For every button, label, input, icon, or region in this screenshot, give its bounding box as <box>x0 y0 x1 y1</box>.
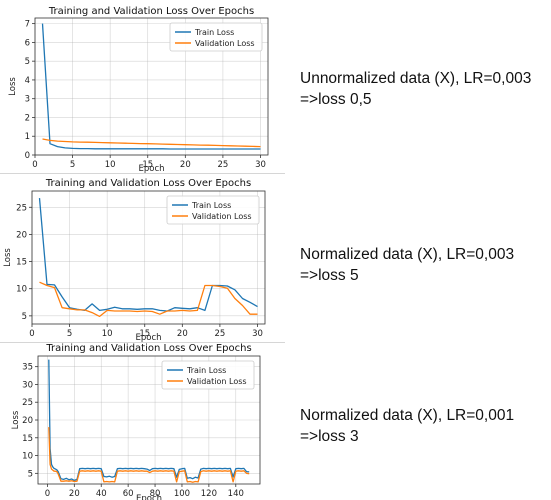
chart-2-x-tick-label: 15 <box>139 329 150 339</box>
chart-1-y-tick-label: 0 <box>25 151 30 161</box>
chart-2-x-tick-label: 5 <box>67 329 72 339</box>
chart-2-x-tick-label: 10 <box>102 329 113 339</box>
chart-3-y-tick-label: 15 <box>22 434 33 444</box>
chart-3-y-tick-label: 35 <box>22 363 33 373</box>
chart-2-y-tick-label: 10 <box>16 285 27 295</box>
chart-3-x-tick-label: 60 <box>123 489 134 499</box>
chart-1-x-tick-label: 10 <box>105 160 116 170</box>
chart-2-axes-frame <box>31 190 266 325</box>
chart-1-y-tick-label: 6 <box>25 38 30 48</box>
chart-1-y-tick-label: 4 <box>25 76 30 86</box>
chart-2-legend-box <box>166 195 260 225</box>
chart-3-x-axis-label: Epoch <box>136 494 162 500</box>
chart-1-y-tick-label: 3 <box>25 95 30 105</box>
chart-1-x-tick-label: 25 <box>217 160 228 170</box>
chart-1-y-tick-label: 5 <box>25 57 30 67</box>
chart-2-x-tick-label: 25 <box>214 329 225 339</box>
chart-panel-2: 0 5 10 15 20 25 30 5 10 15 20 25 Loss Epoch Training a… <box>0 174 280 342</box>
chart-2-y-tick-label: 25 <box>16 203 27 213</box>
chart-3-title: Training and Validation Loss Over Epochs <box>45 343 251 354</box>
chart-1-x-axis-label: Epoch <box>138 164 164 174</box>
chart-3-x-tick-label: 80 <box>150 489 161 499</box>
chart-1-series-validation-loss-line <box>42 138 261 148</box>
note-2-line-1: Normalized data (X), LR=0,003 <box>300 246 515 263</box>
chart-2-y-tick-label: 20 <box>16 230 27 240</box>
chart-1-x-tick-label: 5 <box>70 160 75 170</box>
chart-3-y-tick-label: 20 <box>22 416 33 426</box>
loss-chart-3: 0 20 40 60 80 100 120 140 5 10 15 20 25 30 35 Loss Epoch… <box>11 343 261 500</box>
chart-1-x-tick-label: 20 <box>180 160 191 170</box>
chart-1-x-tick-label: 30 <box>255 160 266 170</box>
chart-1-title: Training and Validation Loss Over Epochs <box>48 6 254 17</box>
chart-2-x-tick-label: 20 <box>177 329 188 339</box>
chart-3-series-validation-loss-line <box>48 427 250 483</box>
chart-2-title: Training and Validation Loss Over Epochs <box>45 178 251 189</box>
note-2: Normalized data (X), LR=0,003 =>loss 5 <box>300 244 514 286</box>
chart-2-series-validation-loss-line <box>39 281 258 318</box>
note-3-line-1: Normalized data (X), LR=0,001 <box>300 407 515 424</box>
chart-1-y-tick-label: 2 <box>25 113 30 123</box>
chart-3-legend-box <box>161 360 255 390</box>
chart-2-legend-label: Validation Loss <box>192 212 252 221</box>
chart-3-series-train-loss-line <box>48 359 250 482</box>
chart-1-x-tick-label: 0 <box>32 160 37 170</box>
loss-chart-1: 0 5 10 15 20 25 30 0 1 2 3 4 5 6 7 Loss Epoch Training an… <box>8 6 269 174</box>
chart-3-x-tick-label: 100 <box>174 489 190 499</box>
chart-3-x-tick-label: 20 <box>69 489 80 499</box>
chart-1-y-tick-label: 1 <box>25 132 30 142</box>
chart-2-x-axis-label: Epoch <box>135 333 161 342</box>
chart-2-x-tick-label: 30 <box>252 329 263 339</box>
chart-1-legend-label: Train Loss <box>194 28 234 37</box>
chart-3-x-tick-label: 120 <box>201 489 217 499</box>
chart-2-y-axis-label: Loss <box>3 248 13 267</box>
chart-1-x-tick-label: 15 <box>142 160 153 170</box>
chart-3-y-tick-label: 25 <box>22 398 33 408</box>
chart-panel-1: 0 5 10 15 20 25 30 0 1 2 3 4 5 6 7 Loss Epoch Training an… <box>0 0 280 175</box>
chart-3-y-axis-label: Loss <box>11 410 21 429</box>
note-1-line-1: Unnormalized data (X), LR=0,003 <box>300 70 532 87</box>
chart-2-y-tick-label: 15 <box>16 258 27 268</box>
panel-divider <box>0 342 285 343</box>
chart-3-x-tick-label: 140 <box>228 489 244 499</box>
chart-3-y-tick-label: 10 <box>22 452 33 462</box>
chart-3-y-tick-label: 30 <box>22 380 33 390</box>
chart-2-legend-label: Train Loss <box>191 201 231 210</box>
chart-3-x-tick-label: 0 <box>45 489 50 499</box>
note-1: Unnormalized data (X), LR=0,003 =>loss 0… <box>300 68 531 110</box>
chart-2-series-train-loss-line <box>38 198 258 312</box>
chart-1-legend-box <box>169 22 263 52</box>
chart-3-legend-label: Validation Loss <box>187 377 247 386</box>
chart-1-y-tick-label: 7 <box>25 20 30 30</box>
chart-3-legend-label: Train Loss <box>186 366 226 375</box>
chart-2-x-tick-label: 0 <box>29 329 34 339</box>
chart-3-y-tick-label: 5 <box>28 469 33 479</box>
chart-2-y-tick-label: 5 <box>22 312 27 322</box>
note-3-line-2: =>loss 3 <box>300 428 359 445</box>
chart-3-x-tick-label: 40 <box>96 489 107 499</box>
chart-1-axes-frame <box>34 17 269 156</box>
note-3: Normalized data (X), LR=0,001 =>loss 3 <box>300 405 514 447</box>
note-2-line-2: =>loss 5 <box>300 267 359 284</box>
chart-1-legend-label: Validation Loss <box>195 39 255 48</box>
chart-panel-3: 0 20 40 60 80 100 120 140 5 10 15 20 25 30 35 Loss Epoch… <box>0 343 280 500</box>
chart-1-series-train-loss-line <box>41 23 261 150</box>
panel-divider <box>0 173 285 174</box>
note-1-line-2: =>loss 0,5 <box>300 91 372 108</box>
chart-1-y-axis-label: Loss <box>8 77 18 96</box>
